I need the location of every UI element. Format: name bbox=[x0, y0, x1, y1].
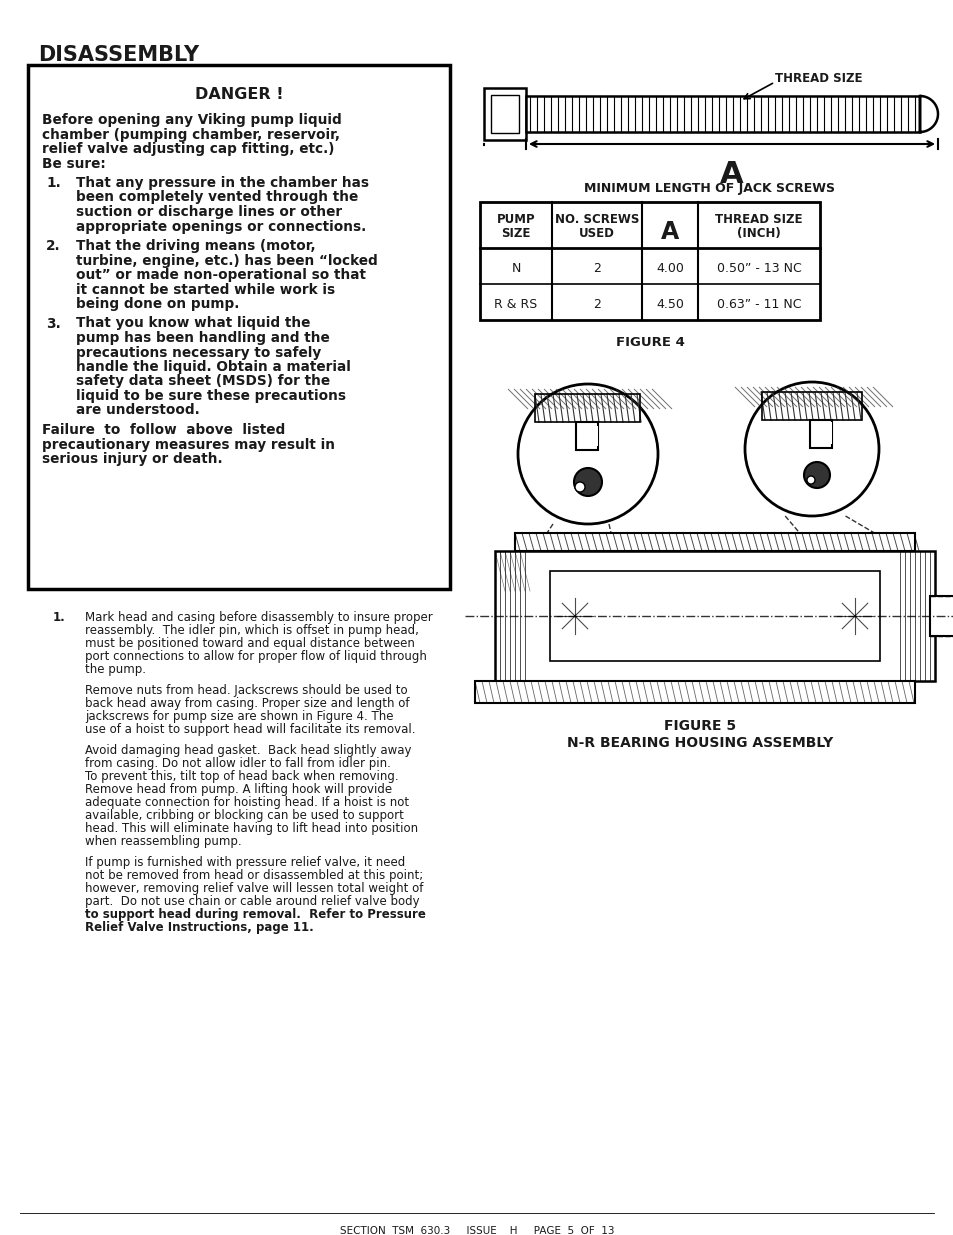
Bar bbox=[814, 422, 831, 445]
Text: THREAD SIZE: THREAD SIZE bbox=[715, 212, 801, 226]
Text: FIGURE 5: FIGURE 5 bbox=[663, 719, 736, 734]
Text: are understood.: are understood. bbox=[76, 404, 199, 417]
Text: 2: 2 bbox=[593, 262, 600, 274]
Text: to support head during removal.  Refer to Pressure: to support head during removal. Refer to… bbox=[85, 908, 425, 921]
Text: Before opening any Viking pump liquid: Before opening any Viking pump liquid bbox=[42, 112, 341, 127]
Text: relief valve adjusting cap fitting, etc.): relief valve adjusting cap fitting, etc.… bbox=[42, 142, 334, 156]
Text: available, cribbing or blocking can be used to support: available, cribbing or blocking can be u… bbox=[85, 809, 403, 823]
Text: To prevent this, tilt top of head back when removing.: To prevent this, tilt top of head back w… bbox=[85, 769, 398, 783]
Text: Avoid damaging head gasket.  Back head slightly away: Avoid damaging head gasket. Back head sl… bbox=[85, 743, 411, 757]
Text: DISASSEMBLY: DISASSEMBLY bbox=[38, 44, 199, 65]
Bar bbox=[535, 394, 639, 422]
Text: suction or discharge lines or other: suction or discharge lines or other bbox=[76, 205, 342, 219]
Text: 0.63” - 11 NC: 0.63” - 11 NC bbox=[716, 298, 801, 310]
Text: reassembly.  The idler pin, which is offset in pump head,: reassembly. The idler pin, which is offs… bbox=[85, 624, 418, 637]
Bar bbox=[483, 88, 525, 140]
Text: precautionary measures may result in: precautionary measures may result in bbox=[42, 437, 335, 452]
Bar bbox=[576, 422, 598, 450]
Text: precautions necessary to safely: precautions necessary to safely bbox=[76, 346, 321, 359]
Text: Be sure:: Be sure: bbox=[42, 157, 106, 170]
Text: port connections to allow for proper flow of liquid through: port connections to allow for proper flo… bbox=[85, 650, 426, 663]
Text: 0.50” - 13 NC: 0.50” - 13 NC bbox=[716, 262, 801, 274]
Text: SECTION  TSM  630.3     ISSUE    H     PAGE  5  OF  13: SECTION TSM 630.3 ISSUE H PAGE 5 OF 13 bbox=[339, 1226, 614, 1235]
Text: it cannot be started while work is: it cannot be started while work is bbox=[76, 283, 335, 296]
Bar bbox=[809, 420, 831, 448]
Text: A: A bbox=[660, 220, 679, 245]
Text: not be removed from head or disassembled at this point;: not be removed from head or disassembled… bbox=[85, 869, 423, 882]
Text: 4.50: 4.50 bbox=[656, 298, 683, 310]
Circle shape bbox=[517, 384, 658, 524]
Circle shape bbox=[575, 482, 584, 492]
Text: That you know what liquid the: That you know what liquid the bbox=[76, 316, 310, 331]
Text: chamber (pumping chamber, reservoir,: chamber (pumping chamber, reservoir, bbox=[42, 127, 339, 142]
Text: must be positioned toward and equal distance between: must be positioned toward and equal dist… bbox=[85, 637, 415, 650]
Text: PUMP: PUMP bbox=[497, 212, 535, 226]
Text: safety data sheet (MSDS) for the: safety data sheet (MSDS) for the bbox=[76, 374, 330, 389]
Text: however, removing relief valve will lessen total weight of: however, removing relief valve will less… bbox=[85, 882, 423, 895]
Text: 2: 2 bbox=[593, 298, 600, 310]
Text: DANGER !: DANGER ! bbox=[194, 86, 283, 103]
Text: FIGURE 4: FIGURE 4 bbox=[615, 336, 683, 350]
Bar bbox=[515, 534, 914, 551]
Text: 1.: 1. bbox=[53, 611, 66, 624]
Text: been completely vented through the: been completely vented through the bbox=[76, 190, 358, 205]
Text: when reassembling pump.: when reassembling pump. bbox=[85, 835, 241, 848]
Text: Relief Valve Instructions, page 11.: Relief Valve Instructions, page 11. bbox=[85, 921, 314, 934]
Polygon shape bbox=[919, 96, 937, 132]
Bar bbox=[495, 551, 934, 680]
Text: part.  Do not use chain or cable around relief valve body: part. Do not use chain or cable around r… bbox=[85, 895, 419, 908]
Text: A: A bbox=[720, 161, 743, 189]
Text: head. This will eliminate having to lift head into position: head. This will eliminate having to lift… bbox=[85, 823, 417, 835]
Text: 4.00: 4.00 bbox=[656, 262, 683, 274]
Text: back head away from casing. Proper size and length of: back head away from casing. Proper size … bbox=[85, 697, 409, 710]
Text: Failure  to  follow  above  listed: Failure to follow above listed bbox=[42, 424, 285, 437]
Text: (INCH): (INCH) bbox=[737, 227, 781, 240]
Text: from casing. Do not allow idler to fall from idler pin.: from casing. Do not allow idler to fall … bbox=[85, 757, 391, 769]
Bar bbox=[479, 203, 820, 320]
Bar bbox=[580, 426, 598, 446]
Text: liquid to be sure these precautions: liquid to be sure these precautions bbox=[76, 389, 346, 403]
Text: THREAD SIZE: THREAD SIZE bbox=[774, 72, 862, 85]
Text: N-R BEARING HOUSING ASSEMBLY: N-R BEARING HOUSING ASSEMBLY bbox=[566, 736, 832, 750]
Text: That the driving means (motor,: That the driving means (motor, bbox=[76, 240, 315, 253]
Text: use of a hoist to support head will facilitate its removal.: use of a hoist to support head will faci… bbox=[85, 722, 416, 736]
Text: 1.: 1. bbox=[46, 177, 61, 190]
Text: pump has been handling and the: pump has been handling and the bbox=[76, 331, 330, 345]
Text: USED: USED bbox=[578, 227, 615, 240]
Bar bbox=[28, 65, 450, 589]
Text: R & RS: R & RS bbox=[494, 298, 537, 310]
Text: MINIMUM LENGTH OF JACK SCREWS: MINIMUM LENGTH OF JACK SCREWS bbox=[584, 182, 835, 195]
Text: being done on pump.: being done on pump. bbox=[76, 296, 239, 311]
Text: appropriate openings or connections.: appropriate openings or connections. bbox=[76, 220, 366, 233]
Text: If pump is furnished with pressure relief valve, it need: If pump is furnished with pressure relie… bbox=[85, 856, 405, 869]
Text: SIZE: SIZE bbox=[500, 227, 530, 240]
Bar bbox=[760, 391, 862, 420]
Text: adequate connection for hoisting head. If a hoist is not: adequate connection for hoisting head. I… bbox=[85, 797, 409, 809]
Text: out” or made non-operational so that: out” or made non-operational so that bbox=[76, 268, 366, 282]
Bar bbox=[491, 95, 518, 133]
Circle shape bbox=[806, 475, 814, 484]
Bar bbox=[525, 96, 919, 132]
Bar bbox=[929, 597, 953, 636]
Bar bbox=[550, 571, 879, 661]
Text: serious injury or death.: serious injury or death. bbox=[42, 452, 222, 466]
Text: Mark head and casing before disassembly to insure proper: Mark head and casing before disassembly … bbox=[85, 611, 433, 624]
Text: That any pressure in the chamber has: That any pressure in the chamber has bbox=[76, 177, 369, 190]
Text: N: N bbox=[511, 262, 520, 274]
Text: jackscrews for pump size are shown in Figure 4. The: jackscrews for pump size are shown in Fi… bbox=[85, 710, 393, 722]
Text: the pump.: the pump. bbox=[85, 663, 146, 676]
Text: Remove head from pump. A lifting hook will provide: Remove head from pump. A lifting hook wi… bbox=[85, 783, 392, 797]
Text: NO. SCREWS: NO. SCREWS bbox=[555, 212, 639, 226]
Circle shape bbox=[574, 468, 601, 496]
Text: handle the liquid. Obtain a material: handle the liquid. Obtain a material bbox=[76, 359, 351, 374]
Circle shape bbox=[803, 462, 829, 488]
Text: 2.: 2. bbox=[46, 240, 61, 253]
Bar bbox=[475, 680, 914, 703]
Circle shape bbox=[744, 382, 878, 516]
Text: turbine, engine, etc.) has been “locked: turbine, engine, etc.) has been “locked bbox=[76, 253, 377, 268]
Text: 3.: 3. bbox=[46, 316, 61, 331]
Text: Remove nuts from head. Jackscrews should be used to: Remove nuts from head. Jackscrews should… bbox=[85, 684, 407, 697]
